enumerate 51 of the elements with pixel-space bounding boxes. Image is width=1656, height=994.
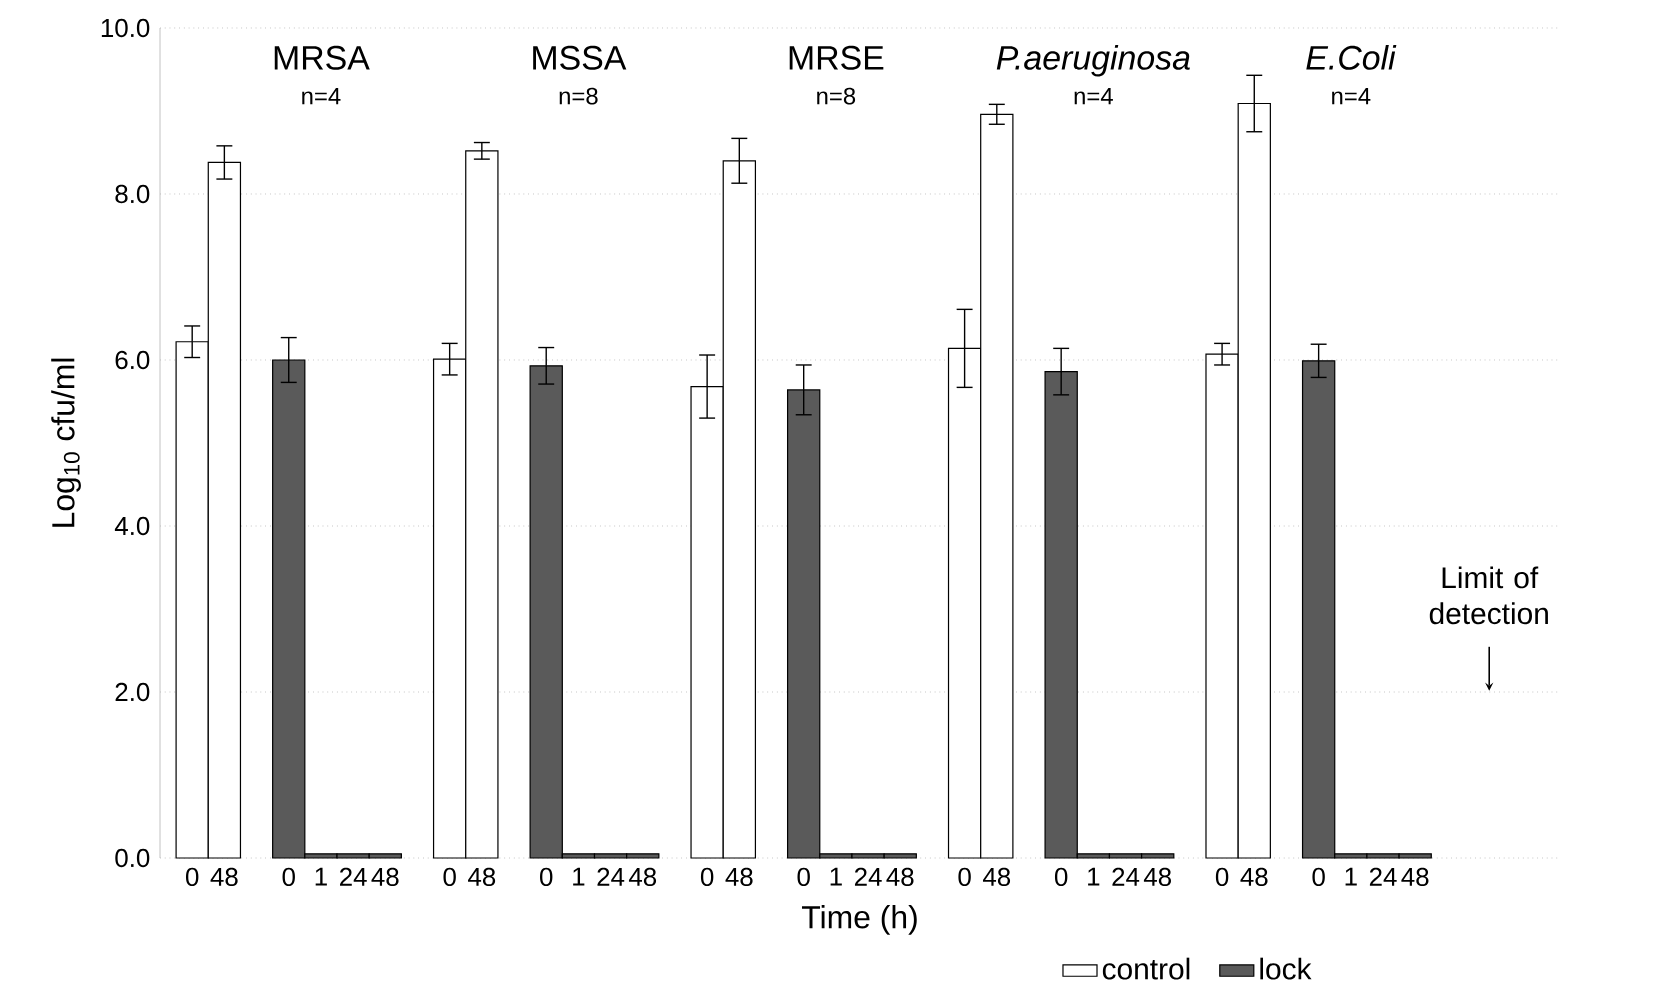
x-tick-label: 48	[725, 867, 753, 887]
x-tick-label: 1	[1088, 867, 1100, 886]
x-tick-label: 1	[1345, 867, 1357, 886]
annotation: n=4	[1332, 87, 1371, 105]
x-tick-label: 0	[443, 867, 456, 887]
x-tick-label: 0	[282, 867, 295, 887]
x-tick-label: 48	[1240, 867, 1268, 887]
annotation: n=4	[302, 87, 341, 105]
x-tick-label: 0	[1215, 867, 1229, 887]
x-tick-label: 0	[185, 867, 199, 887]
y-tick-label: 6.0	[115, 350, 150, 370]
annotation: P.aeruginosa	[996, 44, 1190, 77]
x-tick-label: 1	[830, 867, 842, 886]
annotation: MRSA	[274, 45, 370, 70]
x-tick-label: 48	[1401, 867, 1429, 887]
annotation: MSSA	[533, 45, 627, 70]
annotation: MRSE	[789, 45, 884, 70]
y-tick-label: 0.0	[115, 848, 150, 868]
y-tick-label: 10.0	[101, 18, 150, 38]
x-tick-label: 48	[628, 867, 657, 887]
annotation: Limit of detection	[1429, 566, 1548, 625]
annotation: n=8	[559, 87, 598, 105]
y-tick-label: 8.0	[115, 184, 150, 204]
annotation: n=8	[817, 87, 856, 105]
x-axis-title: Time (h)	[801, 905, 917, 935]
x-tick-label: 24	[1112, 867, 1140, 886]
x-tick-label: 48	[886, 867, 914, 887]
x-tick-label: 24	[854, 867, 882, 886]
y-tick-label: 4.0	[114, 516, 150, 536]
annotation: n=4	[1074, 87, 1113, 105]
x-tick-label: 0	[1054, 867, 1068, 887]
x-tick-label: 48	[1143, 867, 1171, 887]
y-axis-title: Log$_{10}$ cfu/ml	[51, 358, 81, 527]
x-tick-label: 48	[371, 867, 399, 887]
x-tick-label: 1	[315, 867, 327, 886]
x-tick-label: 48	[468, 867, 496, 887]
y-tick-label: 2.0	[115, 682, 150, 702]
annotation: E.Coli	[1306, 44, 1397, 70]
x-tick-label: 0	[540, 867, 553, 887]
x-tick-label: 0	[797, 867, 810, 887]
x-tick-label: 24	[340, 867, 367, 886]
x-tick-label: 1	[573, 867, 585, 886]
x-tick-label: 0	[700, 867, 714, 887]
x-tick-label: 24	[1369, 867, 1397, 886]
x-tick-label: 0	[1312, 867, 1325, 887]
x-tick-label: 24	[597, 867, 625, 886]
x-tick-label: 0	[958, 867, 971, 887]
legend-label: control	[1102, 957, 1190, 980]
legend-label: lock	[1260, 957, 1312, 980]
x-tick-label: 48	[982, 867, 1011, 887]
x-tick-label: 48	[210, 867, 238, 887]
